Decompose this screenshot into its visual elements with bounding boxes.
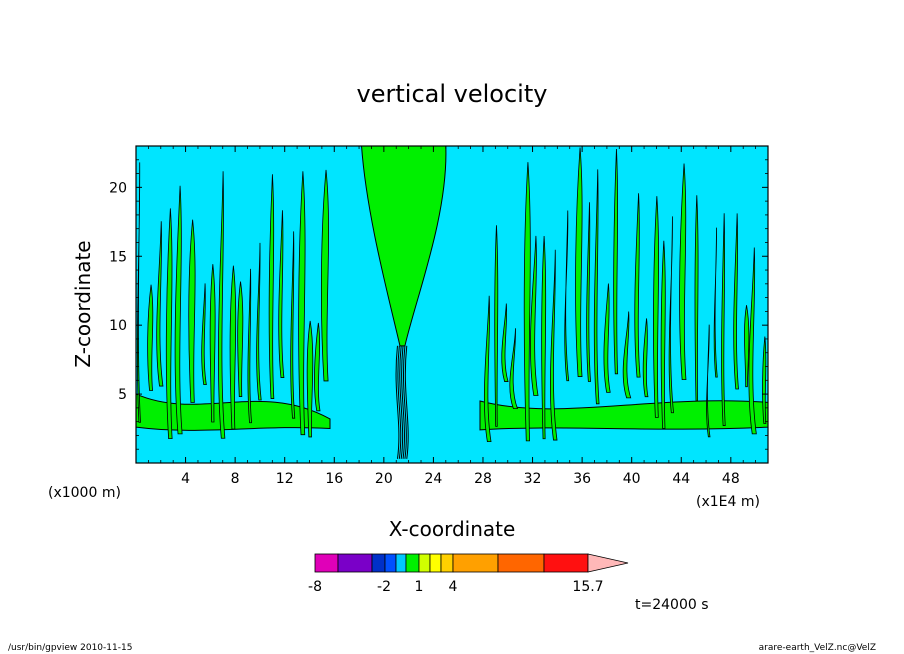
contour-strip <box>147 284 154 391</box>
colorbar-segment <box>337 553 373 573</box>
contour-strip <box>748 247 757 435</box>
x-tick-label: 20 <box>375 471 393 487</box>
colorbar-segment <box>314 553 339 573</box>
contour-strip <box>613 148 619 375</box>
contour-strip <box>550 249 558 441</box>
contour-strip <box>679 163 687 381</box>
x-tick-label: 12 <box>276 471 294 487</box>
y-tick-label: 20 <box>109 180 127 196</box>
x-tick-label: 40 <box>623 471 641 487</box>
contour-strip <box>586 202 592 382</box>
contour-strip <box>188 219 196 403</box>
contour-strip <box>278 210 285 378</box>
x-tick-label: 44 <box>672 471 690 487</box>
plot-frame <box>135 145 769 464</box>
contour-strip <box>509 328 519 410</box>
contour-strip <box>668 216 674 414</box>
contour-strip <box>530 235 539 396</box>
contour-strip <box>721 213 726 426</box>
chart-title: vertical velocity <box>357 80 548 108</box>
x-tick-label: 28 <box>474 471 492 487</box>
colorbar-extend-arrow <box>587 553 629 573</box>
colorbar-label: 4 <box>449 579 458 595</box>
x-tick-label: 36 <box>573 471 591 487</box>
colorbar-label: -8 <box>308 579 322 595</box>
contour-strip <box>593 169 600 405</box>
contour-strip <box>634 193 641 378</box>
contour-strip <box>541 236 547 440</box>
y-tick-label: 15 <box>109 249 127 265</box>
contour-strip <box>229 265 237 430</box>
contour-strip <box>156 221 164 387</box>
contour-strip <box>523 162 531 442</box>
contour-strip <box>494 225 499 427</box>
contour-strip <box>483 295 492 443</box>
x-unit-right: (x1E4 m) <box>696 494 760 510</box>
contour-strip <box>165 208 173 440</box>
x-tick-label: 4 <box>181 471 190 487</box>
contour-strip <box>713 227 718 378</box>
contour-fills <box>135 147 769 443</box>
x-tick-label: 48 <box>722 471 740 487</box>
colorbar: -8 -2 1 4 15.7 <box>308 553 629 595</box>
x-axis-label: X-coordinate <box>389 517 516 541</box>
contour-strip <box>298 171 306 436</box>
contour-strip <box>660 240 666 429</box>
contour-strip <box>209 264 216 423</box>
x-axis-ticks: 4 8 12 16 20 24 28 32 36 40 44 48 <box>147 146 757 487</box>
y-tick-label: 5 <box>118 387 127 403</box>
colorbar-segment <box>405 553 420 573</box>
contour-strip <box>575 147 583 377</box>
x-unit-left: (x1000 m) <box>48 485 121 501</box>
colorbar-segment <box>429 553 442 573</box>
central-updraft-stem <box>395 345 409 459</box>
contour-strip <box>694 195 699 402</box>
colorbar-label: 15.7 <box>572 579 603 595</box>
contour-strip <box>290 231 296 419</box>
y-axis-ticks: 5 10 15 20 <box>109 159 768 450</box>
colorbar-segment <box>440 553 454 573</box>
contour-strip <box>603 283 611 393</box>
colorbar-segment <box>497 553 545 573</box>
contour-strip <box>218 171 226 439</box>
contour-strip <box>237 281 244 397</box>
contour-strip <box>306 320 314 438</box>
y-axis-label: Z-coordinate <box>71 240 95 367</box>
contour-strip <box>564 210 570 382</box>
colorbar-segment <box>395 553 407 573</box>
contour-strip <box>653 196 659 418</box>
colorbar-segment <box>452 553 499 573</box>
x-tick-label: 16 <box>325 471 343 487</box>
colorbar-segment <box>384 553 397 573</box>
contour-strip <box>733 213 739 390</box>
x-tick-label: 32 <box>524 471 542 487</box>
colorbar-label: -2 <box>377 579 391 595</box>
contour-strip <box>268 174 275 399</box>
colorbar-label: 1 <box>415 579 424 595</box>
colorbar-segment <box>418 553 431 573</box>
contour-strip <box>201 283 207 386</box>
colorbar-segment <box>371 553 386 573</box>
contour-strip <box>174 185 183 435</box>
contour-strip <box>642 318 649 398</box>
footer-right: arare-earth_VelZ.nc@VelZ <box>759 643 876 653</box>
footer-left: /usr/bin/gpview 2010-11-15 <box>8 643 132 653</box>
contour-strip <box>256 242 262 401</box>
contour-strip <box>501 303 509 382</box>
contour-strip <box>314 322 321 412</box>
contour-strip <box>320 169 329 382</box>
contour-strip <box>706 324 711 438</box>
contour-strip <box>247 268 252 424</box>
colorbar-segment <box>543 553 589 573</box>
time-label: t=24000 s <box>635 597 709 613</box>
x-tick-label: 8 <box>231 471 240 487</box>
contour-strip <box>137 162 141 423</box>
x-tick-label: 24 <box>424 471 442 487</box>
contour-strip <box>762 336 767 424</box>
contour-strip <box>622 311 632 399</box>
y-tick-label: 10 <box>109 318 127 334</box>
contour-strip <box>744 305 750 388</box>
